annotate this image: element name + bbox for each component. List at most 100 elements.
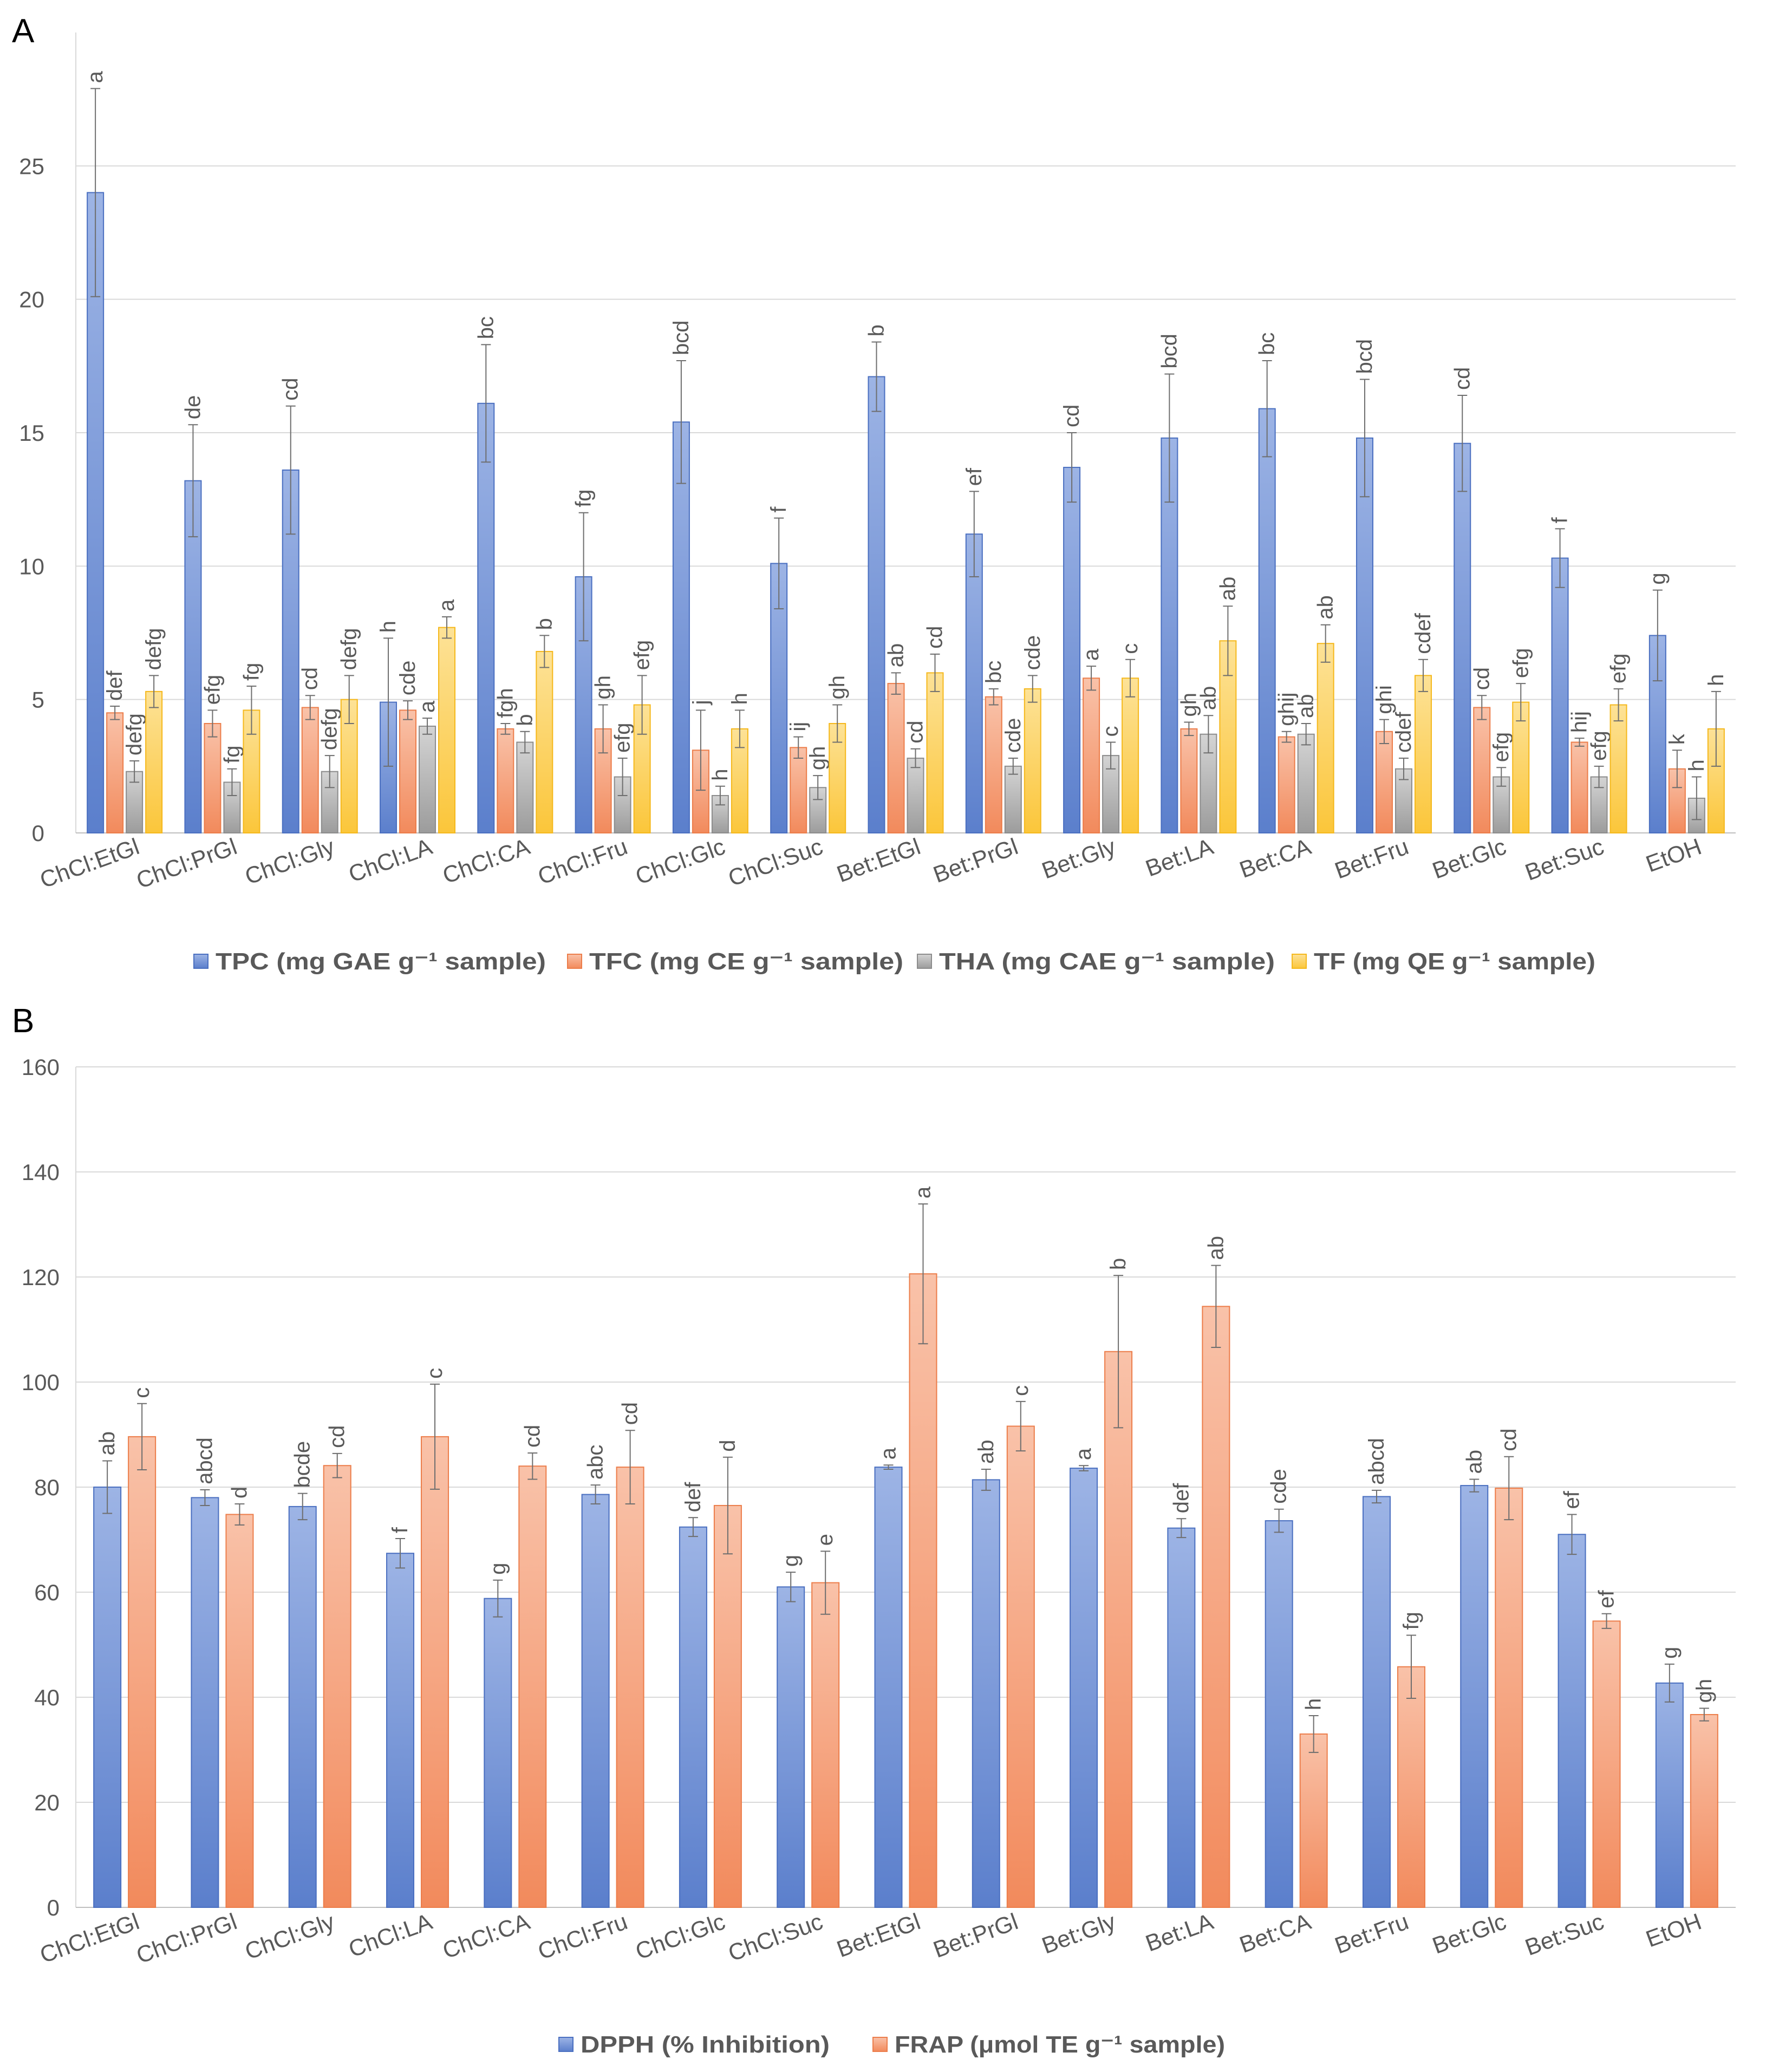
panel-b-significance-label: cd — [618, 1402, 642, 1425]
panel-a-legend-item: THA (mg CAE g⁻¹ sample) — [917, 948, 1275, 975]
panel-a-x-tick-label: Bet:CA — [1236, 833, 1315, 883]
panel-a-x-tick-label: ChCl:LA — [346, 833, 436, 888]
panel-a-legend-label: TFC (mg CE g⁻¹ sample) — [589, 948, 903, 975]
panel-a-bar — [1004, 765, 1022, 834]
panel-b-x-tick-label: ChCl:CA — [439, 1908, 533, 1964]
panel-a-significance-label: k — [1665, 733, 1689, 745]
panel-a-y-tick-label: 10 — [19, 553, 44, 579]
panel-a-significance-label: b — [513, 714, 537, 726]
panel-b-legend-item: DPPH (% Inhibition) — [558, 2031, 830, 2058]
panel-b-significance-label: def — [1169, 1483, 1193, 1513]
panel-a-bar — [477, 402, 495, 833]
panel-a-bar — [536, 650, 553, 834]
panel-b-x-tick-label: Bet:CA — [1236, 1908, 1315, 1958]
panel-a-bar — [1317, 643, 1334, 833]
panel-a-significance-label: fgh — [493, 688, 517, 718]
panel-a-significance-label: h — [376, 621, 400, 633]
panel-a-bar — [1258, 408, 1276, 833]
panel-a-bar — [1024, 688, 1041, 833]
panel-a-y-tick-label: 25 — [19, 153, 44, 179]
panel-a-significance-label: b — [865, 324, 889, 336]
panel-a-x-tick-label: Bet:Fru — [1331, 833, 1412, 884]
panel-b-bar — [1006, 1425, 1035, 1908]
panel-b-bar — [323, 1465, 351, 1908]
panel-b-bar — [1558, 1534, 1586, 1908]
panel-a-legend-label: THA (mg CAE g⁻¹ sample) — [939, 948, 1275, 975]
panel-b-x-tick-label: ChCl:Fru — [535, 1908, 631, 1965]
panel-b-significance-label: c — [1009, 1385, 1033, 1396]
panel-b-significance-label: a — [877, 1447, 901, 1459]
panel-b-significance-label: g — [1658, 1647, 1682, 1659]
panel-b-significance-label: ef — [1595, 1590, 1619, 1608]
panel-a-significance-label: cde — [1001, 718, 1025, 753]
panel-b-significance-label: e — [813, 1534, 837, 1546]
panel-b-x-tick-label: Bet:Gly — [1039, 1908, 1119, 1959]
panel-a-significance-label: defg — [122, 713, 146, 755]
panel-b-y-tick-label: 140 — [22, 1159, 60, 1185]
panel-a-significance-label: ab — [1314, 595, 1338, 620]
panel-b-significance-label: ab — [1204, 1236, 1228, 1260]
panel-a-bar — [106, 712, 124, 834]
panel-a-bar — [1394, 768, 1412, 834]
panel-a-legend-item: TPC (mg GAE g⁻¹ sample) — [193, 948, 546, 975]
panel-a-significance-label: efg — [1489, 732, 1513, 763]
panel-a-bar — [1278, 736, 1295, 834]
panel-a-significance-label: h — [1685, 759, 1709, 771]
panel-b-significance-label: b — [1106, 1258, 1130, 1270]
panel-b-x-tick-label: Bet:LA — [1142, 1908, 1217, 1957]
panel-a-significance-label: cd — [1470, 667, 1494, 690]
panel-a-bar — [1551, 557, 1569, 833]
panel-a-significance-label: cd — [904, 721, 928, 744]
panel-a-bar — [301, 707, 319, 833]
panel-b-bar — [1265, 1520, 1293, 1908]
panel-a-significance-label: defg — [142, 628, 166, 670]
panel-b-x-tick-label: ChCl:Suc — [725, 1908, 826, 1966]
panel-b-x-tick-label: Bet:PrGl — [930, 1908, 1021, 1963]
panel-a-significance-label: ghi — [1372, 685, 1396, 714]
panel-a-significance-label: h — [708, 769, 732, 781]
panel-a-significance-label: cde — [1021, 635, 1045, 670]
panel-b-x-tick-label: ChCl:LA — [346, 1908, 436, 1963]
panel-a-x-tick-label: Bet:EtGl — [833, 833, 924, 888]
panel-b-y-tick-label: 100 — [22, 1370, 60, 1395]
panel-b-bar — [518, 1465, 547, 1908]
panel-label-a: A — [12, 12, 35, 50]
panel-b-significance-label: cd — [325, 1425, 349, 1448]
panel-a-bar — [868, 376, 885, 833]
panel-a-bar — [1375, 731, 1393, 833]
panel-b-bar — [616, 1467, 644, 1908]
panel-b-x-tick-label: ChCl:Glc — [632, 1908, 728, 1965]
panel-a-bar — [1356, 437, 1373, 833]
panel-a-legend-swatch — [1292, 954, 1307, 969]
panel-a-bar — [497, 728, 514, 833]
panel-b-bar — [972, 1479, 1000, 1908]
panel-b-x-tick-label: Bet:Fru — [1331, 1908, 1412, 1959]
panel-b-x-tick-label: Bet:EtGl — [833, 1908, 924, 1963]
panel-b-legend-swatch — [872, 2037, 888, 2052]
panel-a-bar — [1180, 728, 1198, 833]
panel-b-significance-label: ab — [974, 1440, 998, 1464]
panel-b-x-tick-label: ChCl:Gly — [242, 1908, 338, 1965]
panel-b-bar — [1362, 1496, 1391, 1908]
panel-b-bar — [1397, 1666, 1425, 1908]
panel-a-legend-item: TF (mg QE g⁻¹ sample) — [1292, 948, 1595, 975]
panel-b-bar — [1104, 1351, 1133, 1908]
panel-a-significance-label: gh — [825, 675, 849, 700]
panel-b-significance-label: def — [681, 1482, 705, 1512]
panel-a-x-tick-label: ChCl:PrGl — [133, 833, 240, 894]
panel-b-bar — [1592, 1620, 1621, 1908]
panel-a-significance-label: cdef — [1392, 712, 1416, 753]
panel-a-legend-swatch — [193, 954, 208, 969]
panel-a-bar — [1122, 677, 1139, 833]
panel-a-bar — [985, 696, 1002, 833]
panel-b-bar — [811, 1582, 840, 1908]
panel-b-y-tick-label: 80 — [34, 1475, 60, 1500]
panel-b-significance-label: bcde — [291, 1441, 315, 1488]
panel-a-significance-label: a — [415, 700, 439, 713]
panel-a-significance-label: ab — [1196, 686, 1220, 711]
panel-b-significance-label: a — [1072, 1448, 1096, 1460]
panel-a-bar — [184, 480, 202, 833]
panel-a-legend-swatch — [917, 954, 932, 969]
panel-a-x-tick-label: Bet:LA — [1142, 833, 1217, 882]
panel-a-significance-label: c — [1118, 643, 1142, 654]
